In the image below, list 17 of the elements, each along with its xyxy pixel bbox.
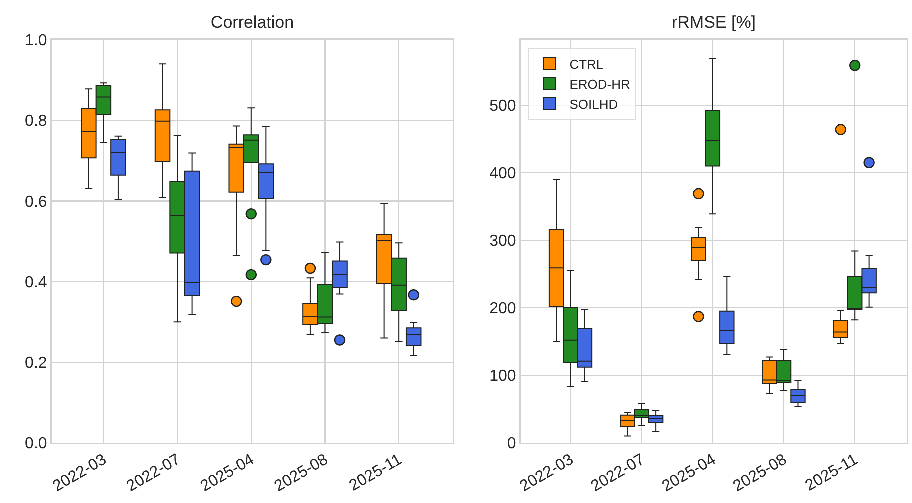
y-tick-label: 200 xyxy=(490,300,516,318)
y-tick-label: 0.0 xyxy=(25,436,48,453)
legend-label: SOILHD xyxy=(570,96,618,112)
y-tick-label: 500 xyxy=(490,98,516,116)
y-tick-label: 100 xyxy=(490,368,516,386)
y-tick-label: 300 xyxy=(490,233,516,250)
legend-label: EROD-HR xyxy=(570,76,630,92)
y-tick-label: 1.0 xyxy=(25,32,48,50)
y-tick-label: 0.8 xyxy=(25,113,48,130)
y-tick-label: 400 xyxy=(490,166,516,183)
y-tick-label: 0.6 xyxy=(25,194,48,211)
y-tick-label: 0.2 xyxy=(25,355,48,372)
y-tick-label: 0 xyxy=(507,436,516,453)
y-tick-label: 0.4 xyxy=(25,274,48,292)
legend-label: CTRL xyxy=(570,57,604,72)
chart-title: Correlation xyxy=(210,13,294,32)
chart-title: rRMSE [%] xyxy=(672,13,756,32)
